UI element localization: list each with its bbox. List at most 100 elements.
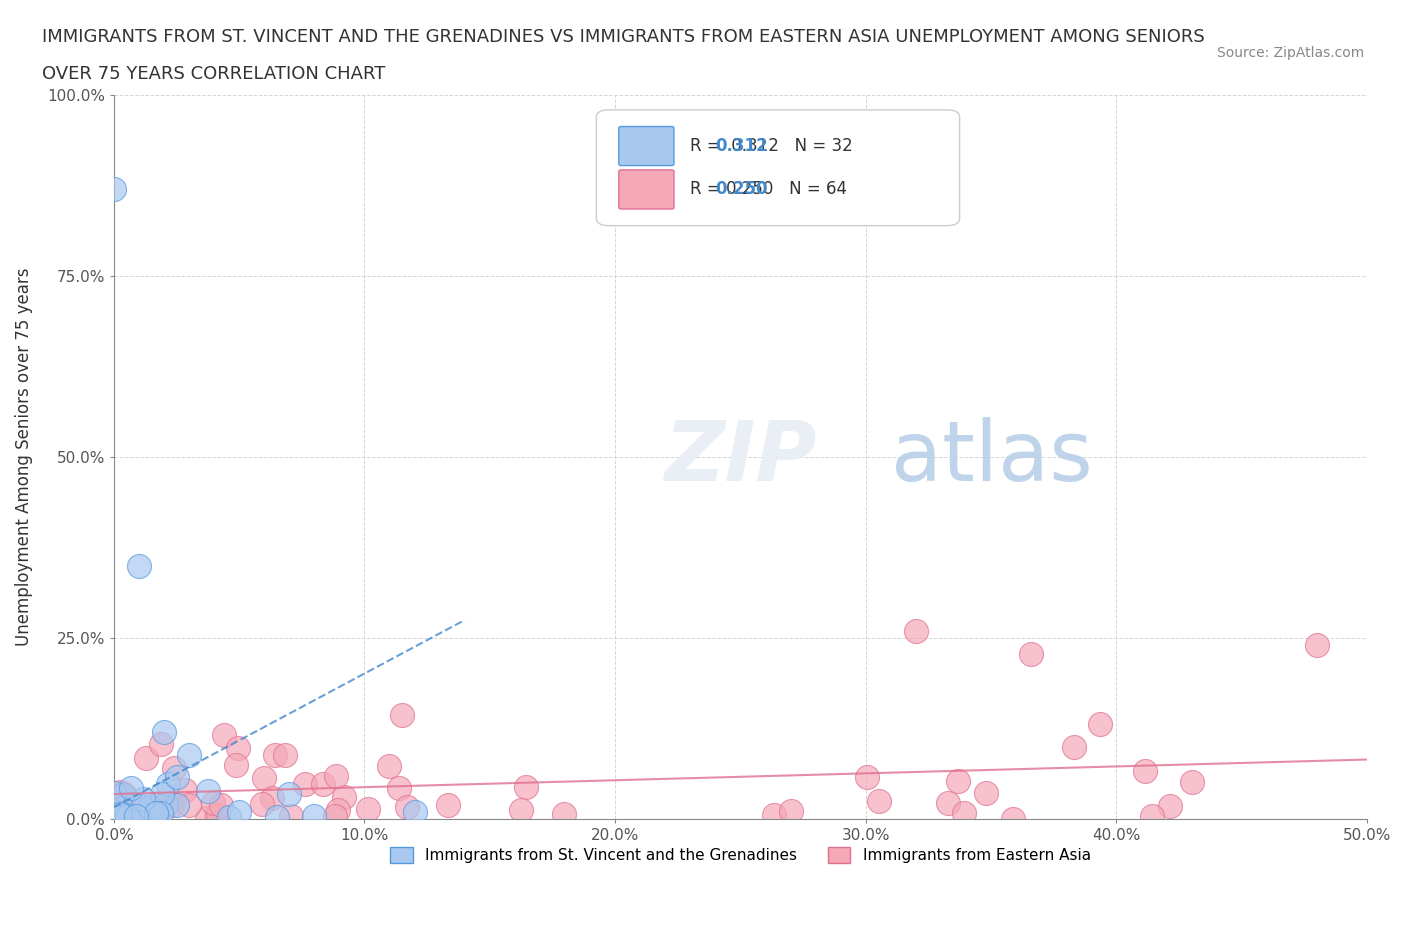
Point	[225, 758, 247, 773]
Point	[150, 799, 173, 814]
Point	[976, 786, 998, 801]
Point	[1001, 811, 1024, 826]
Point	[280, 809, 302, 824]
Point	[391, 708, 413, 723]
Text: R = 0.250   N = 64: R = 0.250 N = 64	[690, 180, 848, 198]
Point	[156, 777, 179, 791]
Point	[121, 780, 143, 795]
Point	[125, 809, 148, 824]
Point	[388, 780, 411, 795]
Point	[145, 805, 167, 820]
Point	[148, 796, 170, 811]
Point	[1142, 809, 1164, 824]
Point	[262, 790, 284, 805]
Point	[1181, 775, 1204, 790]
Point	[149, 737, 172, 751]
Point	[108, 784, 131, 799]
Point	[197, 783, 219, 798]
Point	[515, 780, 537, 795]
Point	[357, 802, 380, 817]
FancyBboxPatch shape	[596, 110, 960, 226]
Point	[128, 798, 150, 813]
Point	[763, 807, 786, 822]
Point	[378, 759, 401, 774]
Text: 0.250: 0.250	[716, 180, 768, 198]
Point	[177, 748, 200, 763]
Point	[138, 800, 160, 815]
Point	[103, 786, 125, 801]
Point	[160, 798, 183, 813]
Point	[312, 777, 335, 791]
Point	[395, 800, 418, 815]
Point	[332, 790, 354, 804]
Point	[510, 803, 533, 817]
Point	[121, 810, 143, 825]
Point	[110, 806, 132, 821]
Point	[166, 797, 188, 812]
Text: IMMIGRANTS FROM ST. VINCENT AND THE GRENADINES VS IMMIGRANTS FROM EASTERN ASIA U: IMMIGRANTS FROM ST. VINCENT AND THE GREN…	[42, 28, 1205, 46]
Point	[328, 803, 350, 817]
Point	[150, 787, 173, 802]
Point	[553, 806, 575, 821]
Text: atlas: atlas	[891, 417, 1092, 498]
Point	[201, 795, 224, 810]
Point	[108, 788, 131, 803]
Point	[212, 727, 235, 742]
Point	[115, 808, 138, 823]
Point	[266, 810, 288, 825]
Point	[111, 801, 134, 816]
Point	[264, 747, 287, 762]
Point	[153, 724, 176, 739]
Y-axis label: Unemployment Among Seniors over 75 years: Unemployment Among Seniors over 75 years	[15, 268, 32, 646]
Text: 0.312: 0.312	[716, 137, 768, 155]
Point	[250, 797, 273, 812]
Point	[174, 782, 197, 797]
Point	[1133, 764, 1156, 778]
Point	[218, 810, 240, 825]
Point	[780, 804, 803, 818]
Point	[1305, 638, 1327, 653]
Point	[253, 771, 276, 786]
Point	[195, 810, 218, 825]
Point	[323, 808, 346, 823]
Point	[129, 811, 152, 826]
Point	[207, 807, 229, 822]
Text: ZIP: ZIP	[664, 417, 817, 498]
FancyBboxPatch shape	[619, 126, 673, 166]
Text: OVER 75 YEARS CORRELATION CHART: OVER 75 YEARS CORRELATION CHART	[42, 65, 385, 83]
Point	[868, 793, 890, 808]
Legend: Immigrants from St. Vincent and the Grenadines, Immigrants from Eastern Asia: Immigrants from St. Vincent and the Gren…	[384, 841, 1097, 870]
Point	[150, 805, 173, 820]
Point	[105, 810, 128, 825]
Point	[132, 791, 155, 806]
Point	[179, 798, 201, 813]
Point	[1063, 739, 1085, 754]
Point	[437, 798, 460, 813]
Point	[953, 805, 976, 820]
Point	[209, 797, 232, 812]
Point	[1159, 799, 1181, 814]
Point	[278, 787, 301, 802]
Point	[226, 740, 249, 755]
Point	[304, 809, 326, 824]
Point	[155, 796, 177, 811]
Point	[1019, 647, 1042, 662]
Point	[143, 801, 166, 816]
Point	[128, 558, 150, 573]
Point	[166, 770, 188, 785]
Point	[163, 761, 186, 776]
Point	[146, 806, 169, 821]
Point	[946, 774, 969, 789]
Point	[856, 769, 879, 784]
Point	[1090, 716, 1112, 731]
Point	[112, 788, 135, 803]
Point	[108, 806, 131, 821]
Point	[112, 786, 135, 801]
Text: R =  0.312   N = 32: R = 0.312 N = 32	[690, 137, 853, 155]
Point	[159, 795, 181, 810]
Point	[149, 799, 172, 814]
Point	[205, 808, 228, 823]
Point	[904, 623, 927, 638]
Text: Source: ZipAtlas.com: Source: ZipAtlas.com	[1216, 46, 1364, 60]
Point	[228, 804, 250, 819]
